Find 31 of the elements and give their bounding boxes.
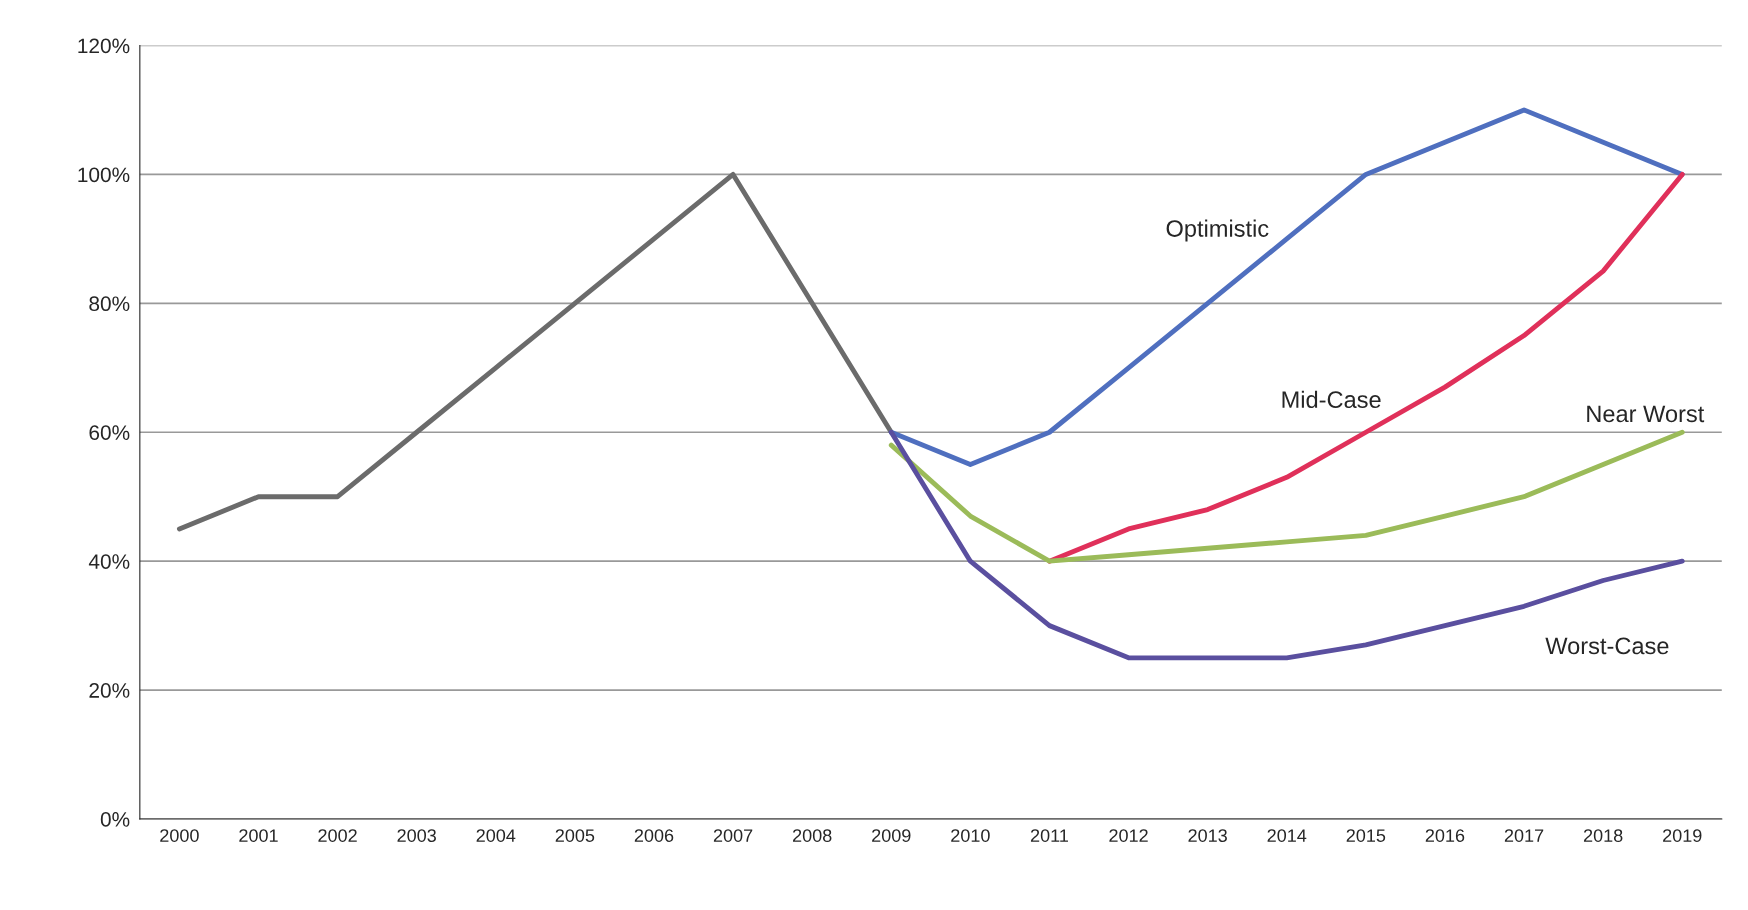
x-tick-label: 2013 — [1188, 829, 1227, 842]
y-tick-label: 80% — [89, 296, 130, 312]
x-tick-label: 2003 — [397, 829, 436, 842]
x-tick-label: 2007 — [713, 829, 753, 842]
y-tick-label: 0% — [100, 812, 130, 827]
y-tick-label: 60% — [89, 425, 130, 440]
series-label: Worst-Case — [1545, 637, 1669, 655]
x-tick-label: 2018 — [1583, 829, 1623, 842]
x-tick-label: 2006 — [634, 829, 674, 842]
x-tick-label: 2019 — [1663, 829, 1702, 842]
y-tick-label: 40% — [88, 554, 130, 569]
x-tick-label: 2002 — [318, 829, 357, 842]
x-tick-label: 2001 — [239, 829, 278, 842]
series-label: Mid-Case — [1282, 390, 1381, 409]
x-tick-label: 2012 — [1109, 829, 1148, 842]
x-tick-label: 2010 — [951, 829, 990, 842]
x-tick-label: 2004 — [476, 829, 516, 842]
x-tick-label: 2017 — [1504, 829, 1544, 842]
x-tick-label: 2008 — [792, 829, 832, 842]
x-tick-label: 2009 — [872, 829, 911, 842]
y-tick-label: 120% — [78, 38, 130, 54]
x-tick-label: 2000 — [160, 829, 199, 842]
x-tick-label: 2005 — [555, 829, 595, 842]
x-tick-label: 2011 — [1030, 829, 1068, 842]
x-tick-label: 2014 — [1267, 829, 1307, 842]
y-tick-label: 20% — [89, 683, 130, 698]
series-label: Optimistic — [1166, 219, 1269, 242]
y-tick-label: 100% — [78, 167, 130, 183]
series-label: Near Worst — [1587, 405, 1705, 423]
x-tick-label: 2015 — [1346, 829, 1386, 842]
x-tick-label: 2016 — [1425, 829, 1465, 842]
